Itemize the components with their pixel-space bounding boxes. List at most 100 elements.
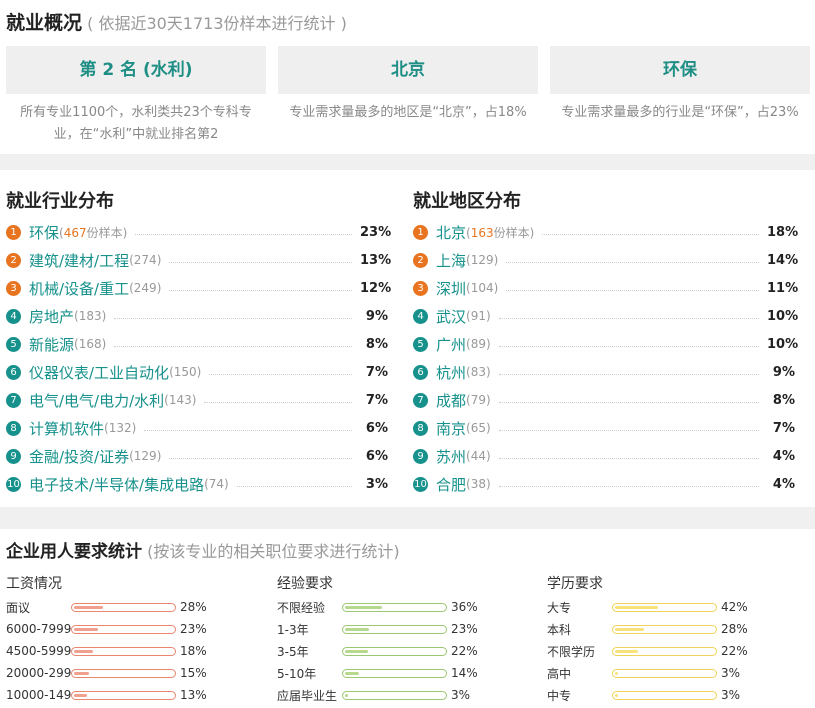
rank-badge: 2 [6, 252, 21, 268]
sample-count: (132) [104, 421, 137, 435]
region-item[interactable]: 5 广州 (89) 10% [413, 333, 798, 355]
industry-item-name[interactable]: 环保 [29, 223, 60, 242]
progress-fill [615, 671, 619, 675]
region-item-name[interactable]: 深圳 [436, 279, 467, 298]
experience-label: 1-3年 [277, 622, 309, 637]
region-item[interactable]: 1 北京 (163份样本) 18% [413, 221, 798, 243]
dotted-leader [169, 261, 352, 263]
rank-badge: 2 [413, 252, 428, 268]
industry-item[interactable]: 8 计算机软件 (132) 6% [6, 417, 388, 439]
dotted-leader [498, 457, 759, 459]
progress-bar [612, 668, 717, 678]
sample-count: (467份样本) [59, 225, 128, 240]
industry-item-name[interactable]: 房地产 [29, 307, 75, 326]
industry-item-name[interactable]: 计算机软件 [29, 419, 105, 438]
region-item-name[interactable]: 合肥 [436, 475, 467, 494]
sample-count: (150) [169, 365, 202, 379]
industry-item[interactable]: 7 电气/电气/电力/水利 (143) 7% [6, 389, 388, 411]
region-item-name[interactable]: 广州 [436, 335, 467, 354]
region-item-name[interactable]: 苏州 [436, 447, 467, 466]
industry-item-name[interactable]: 金融/投资/证券 [29, 447, 130, 466]
share-percent: 10% [767, 308, 799, 324]
progress-fill [345, 605, 383, 609]
progress-bar [71, 624, 176, 634]
region-item[interactable]: 7 成都 (79) 8% [413, 389, 795, 411]
experience-label: 应届毕业生 [277, 688, 338, 703]
salary-row: 面议 28% [6, 597, 207, 617]
experience-row: 应届毕业生 3% [277, 685, 470, 705]
education-percent: 28% [721, 622, 748, 636]
region-item[interactable]: 3 深圳 (104) 11% [413, 277, 798, 299]
region-item-name[interactable]: 上海 [436, 251, 467, 270]
rank-badge: 9 [413, 448, 428, 464]
sample-count: (44) [466, 449, 491, 463]
salary-label: 4500-5999 [6, 644, 71, 658]
industry-item[interactable]: 9 金融/投资/证券 (129) 6% [6, 445, 388, 467]
education-row: 中专 3% [547, 685, 740, 705]
sample-count: (143) [164, 393, 197, 407]
salary-row: 4500-5999 18% [6, 641, 207, 661]
dotted-leader [498, 429, 759, 431]
education-label: 大专 [547, 600, 572, 615]
experience-label: 5-10年 [277, 666, 317, 681]
industry-item[interactable]: 4 房地产 (183) 9% [6, 305, 388, 327]
top-region-card-desc-line1: 专业需求量最多的地区是“北京”，占18% [289, 105, 527, 120]
rank-badge: 3 [6, 280, 21, 296]
education-percent: 3% [721, 666, 741, 680]
top-industry-card-desc-line1: 专业需求量最多的行业是“环保”，占23% [561, 105, 799, 120]
progress-bar [612, 690, 717, 700]
industry-item[interactable]: 6 仪器仪表/工业自动化 (150) 7% [6, 361, 388, 383]
dotted-leader [506, 261, 759, 263]
region-item-name[interactable]: 武汉 [436, 307, 467, 326]
region-item[interactable]: 8 南京 (65) 7% [413, 417, 795, 439]
top-industry-card-label: 环保 [663, 60, 697, 80]
rank-badge: 4 [6, 308, 21, 324]
industry-item[interactable]: 1 环保 (467份样本) 23% [6, 221, 391, 243]
requirements-title: 企业用人要求统计 [6, 542, 142, 562]
dotted-leader [498, 317, 759, 319]
progress-bar [71, 668, 176, 678]
share-percent: 6% [365, 420, 388, 436]
industry-item-name[interactable]: 电子技术/半导体/集成电路 [29, 475, 205, 494]
industry-item-name[interactable]: 电气/电气/电力/水利 [29, 391, 165, 410]
share-percent: 13% [360, 252, 392, 268]
region-item[interactable]: 4 武汉 (91) 10% [413, 305, 799, 327]
region-item-name[interactable]: 杭州 [436, 363, 467, 382]
industry-item-name[interactable]: 建筑/建材/工程 [29, 251, 130, 270]
region-item[interactable]: 9 苏州 (44) 4% [413, 445, 795, 467]
region-item[interactable]: 10 合肥 (38) 4% [413, 473, 795, 495]
region-item-name[interactable]: 成都 [436, 391, 467, 410]
education-label: 高中 [547, 666, 572, 681]
region-item[interactable]: 2 上海 (129) 14% [413, 249, 799, 271]
share-percent: 9% [772, 364, 795, 380]
industry-item-name[interactable]: 机械/设备/重工 [29, 279, 130, 298]
experience-title: 经验要求 [277, 576, 333, 592]
industry-item-name[interactable]: 仪器仪表/工业自动化 [29, 363, 170, 382]
sample-count: (274) [129, 253, 162, 267]
industry-item[interactable]: 10 电子技术/半导体/集成电路 (74) 3% [6, 473, 388, 495]
dotted-leader [204, 401, 352, 403]
industry-item[interactable]: 5 新能源 (168) 8% [6, 333, 388, 355]
region-item-name[interactable]: 北京 [436, 223, 467, 242]
salary-label: 10000-14999 [6, 688, 71, 702]
region-item-name[interactable]: 南京 [436, 419, 467, 438]
experience-percent: 36% [451, 600, 478, 614]
salary-percent: 15% [180, 666, 207, 680]
industry-item[interactable]: 3 机械/设备/重工 (249) 12% [6, 277, 391, 299]
progress-bar [612, 602, 717, 612]
salary-title: 工资情况 [6, 576, 62, 592]
salary-label: 6000-7999 [6, 622, 71, 636]
industry-item-name[interactable]: 新能源 [29, 335, 75, 354]
experience-label: 3-5年 [277, 644, 309, 659]
share-percent: 14% [767, 252, 799, 268]
rank-card-desc-line2: 业，在“水利”中就业排名第2 [53, 127, 219, 142]
dotted-leader [209, 373, 352, 375]
sample-count: (183) [74, 309, 107, 323]
progress-bar [71, 602, 176, 612]
share-percent: 8% [365, 336, 388, 352]
industry-item[interactable]: 2 建筑/建材/工程 (274) 13% [6, 249, 392, 271]
salary-percent: 13% [180, 688, 207, 702]
sample-count: (91) [466, 309, 491, 323]
share-percent: 8% [772, 392, 795, 408]
region-item[interactable]: 6 杭州 (83) 9% [413, 361, 795, 383]
